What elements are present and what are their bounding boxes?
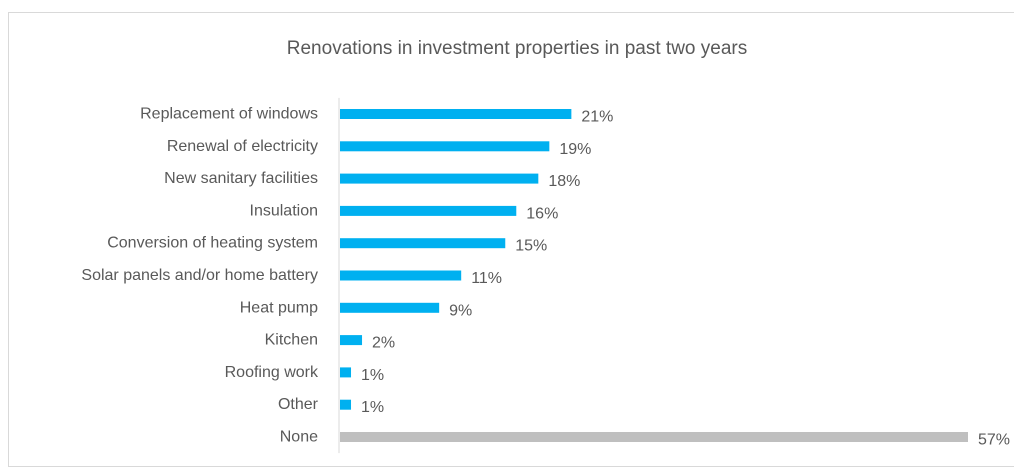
category-label-heat-pump: Heat pump	[240, 299, 318, 316]
category-label-renewal-of-electricity: Renewal of electricity	[167, 138, 318, 155]
value-label-conversion-of-heating-system: 15%	[515, 238, 547, 255]
category-label-new-sanitary-facilities: New sanitary facilities	[164, 170, 318, 187]
value-label-insulation: 16%	[526, 205, 558, 222]
bar-roofing-work	[340, 367, 352, 378]
chart-title: Renovations in investment properties in …	[286, 38, 748, 59]
category-label-other: Other	[278, 396, 319, 413]
category-label-none: None	[280, 429, 318, 446]
category-label-conversion-of-heating-system: Conversion of heating system	[107, 235, 318, 252]
value-label-heat-pump: 9%	[449, 302, 472, 319]
bar-conversion-of-heating-system	[340, 238, 506, 249]
bar-heat-pump	[340, 302, 440, 313]
value-label-other: 1%	[361, 399, 384, 416]
value-label-kitchen: 2%	[372, 335, 395, 352]
value-label-none: 57%	[978, 432, 1010, 449]
bar-solar-panels-and-or-home-battery	[340, 270, 462, 281]
category-label-insulation: Insulation	[250, 202, 319, 219]
value-label-replacement-of-windows: 21%	[581, 109, 613, 126]
bar-none	[340, 432, 968, 442]
chart-frame	[8, 12, 1014, 467]
category-label-kitchen: Kitchen	[265, 332, 318, 349]
bar-insulation	[340, 205, 517, 216]
bar-kitchen	[340, 335, 363, 346]
bar-renewal-of-electricity	[340, 141, 550, 152]
category-label-roofing-work: Roofing work	[225, 364, 319, 381]
bar-new-sanitary-facilities	[340, 173, 539, 184]
category-label-replacement-of-windows: Replacement of windows	[140, 106, 318, 123]
value-label-solar-panels-and-or-home-battery: 11%	[471, 270, 502, 287]
bar-other	[340, 399, 352, 410]
value-label-new-sanitary-facilities: 18%	[548, 173, 580, 190]
category-label-solar-panels-and-or-home-battery: Solar panels and/or home battery	[81, 267, 318, 284]
value-label-roofing-work: 1%	[361, 367, 384, 384]
value-label-renewal-of-electricity: 19%	[559, 141, 591, 158]
bar-replacement-of-windows	[340, 109, 572, 119]
